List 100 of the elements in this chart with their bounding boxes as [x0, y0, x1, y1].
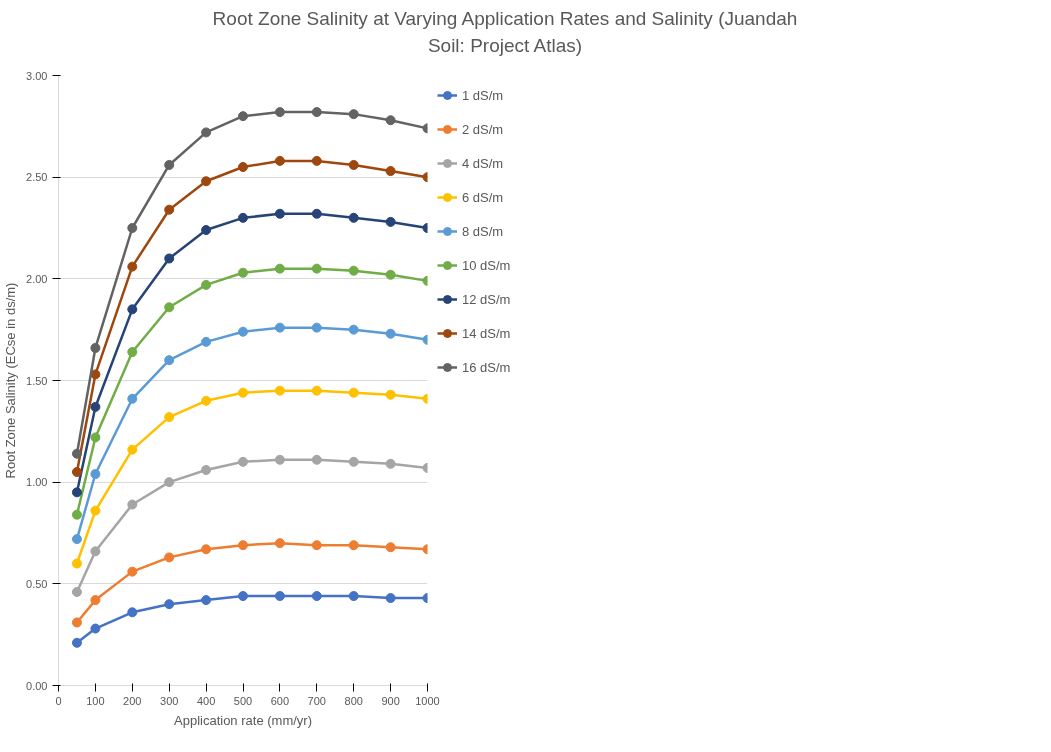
x-tick-label: 100 [86, 694, 105, 707]
x-tick-label: 300 [160, 694, 179, 707]
point [71, 467, 82, 477]
point [385, 458, 396, 469]
point [238, 111, 248, 122]
point [274, 208, 285, 219]
x-tick-label: 900 [381, 694, 400, 707]
point [274, 322, 285, 333]
y-tick-label: 1.00 [26, 476, 48, 489]
point [90, 623, 101, 634]
point [238, 162, 248, 172]
point [127, 499, 138, 510]
legend-label: 16 dS/m [462, 359, 511, 375]
point [311, 208, 322, 219]
point [71, 637, 82, 648]
point [90, 595, 101, 606]
point [71, 487, 82, 498]
point [201, 336, 212, 347]
point [201, 127, 212, 138]
text: Root Zone Salinity at Varying Application Rates and Salinity (Juandah Soil: Project Atlas) [211, 7, 799, 59]
y-tick-label: 0.50 [26, 577, 48, 590]
x-tick-label: 1000 [415, 694, 440, 707]
point [348, 540, 359, 551]
point [201, 225, 212, 236]
point [348, 591, 359, 602]
x-tick-label: 400 [196, 694, 216, 707]
point [274, 107, 285, 118]
point [348, 324, 359, 335]
point [385, 166, 396, 177]
point [238, 212, 248, 223]
point [127, 607, 138, 618]
point [71, 534, 82, 545]
point [238, 456, 248, 467]
point [385, 593, 396, 604]
legend-label: 2 dS/m [462, 121, 504, 137]
point [238, 591, 248, 602]
point [164, 253, 175, 264]
point [311, 322, 322, 333]
point [311, 107, 322, 118]
point [90, 401, 101, 412]
point [274, 385, 285, 396]
point [238, 387, 248, 398]
y-axis-title: Root Zone Salinity (ECse in ds/m) [3, 282, 19, 479]
x-tick-label: 600 [270, 694, 290, 707]
point [274, 454, 285, 465]
y-tick-label: 2.00 [26, 272, 48, 285]
point [90, 546, 101, 557]
point [311, 263, 322, 274]
point [90, 342, 101, 353]
point [71, 586, 82, 597]
point [385, 115, 396, 126]
y-tick-label: 1.50 [26, 374, 48, 387]
point [311, 591, 322, 602]
point [71, 448, 82, 459]
point [385, 328, 396, 339]
point [348, 212, 359, 223]
point [164, 355, 175, 366]
point [311, 454, 322, 465]
point [311, 385, 322, 396]
x-tick-label: 200 [123, 694, 142, 707]
point [385, 389, 396, 400]
point [201, 395, 212, 406]
y-tick-label: 3.00 [26, 69, 48, 82]
point [90, 505, 101, 516]
point [238, 540, 248, 551]
point [164, 477, 175, 488]
point [127, 261, 138, 272]
x-tick-label: 0 [55, 694, 62, 707]
legend-label: 10 dS/m [462, 257, 511, 273]
y-tick-label: 2.50 [26, 171, 48, 184]
point [164, 412, 175, 423]
point [164, 302, 175, 313]
point [201, 464, 212, 475]
point [201, 595, 212, 606]
point [164, 599, 175, 610]
point [164, 552, 175, 563]
point [164, 204, 175, 215]
legend-label: 1 dS/m [462, 87, 504, 103]
legend-label: 8 dS/m [462, 223, 504, 239]
point [164, 159, 175, 170]
legend-label: 14 dS/m [462, 325, 511, 341]
point [238, 326, 248, 337]
point [348, 387, 359, 398]
x-tick-label: 700 [307, 694, 326, 707]
point [127, 223, 138, 233]
point [274, 155, 285, 166]
point [274, 263, 285, 274]
point [201, 176, 212, 187]
legend-label: 6 dS/m [462, 189, 504, 205]
point [127, 304, 138, 315]
point [311, 155, 322, 166]
point [71, 558, 82, 569]
point [201, 279, 212, 290]
point [127, 393, 138, 404]
point [90, 469, 101, 480]
point [127, 347, 138, 358]
point [311, 540, 322, 551]
point [348, 456, 359, 467]
point [385, 269, 396, 280]
y-tick-label: 0.00 [26, 679, 48, 692]
